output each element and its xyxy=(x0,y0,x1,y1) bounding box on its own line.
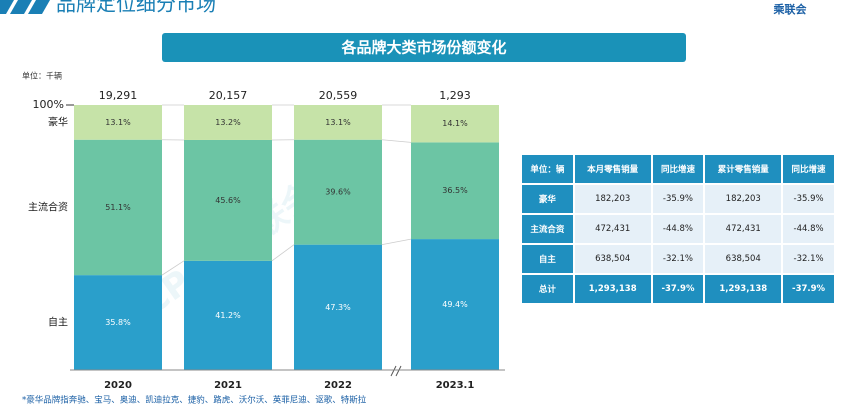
cell: 638,504 xyxy=(572,243,653,275)
table-row: 豪华 182,203 -35.9% 182,203 -35.9% xyxy=(520,183,836,215)
header-cell: 单位：辆 xyxy=(520,153,575,185)
cell: 182,203 xyxy=(572,183,653,215)
cell: 638,504 xyxy=(703,243,784,275)
unit-label: 单位：千辆 xyxy=(22,71,62,81)
table-row: 总计 1,293,138 -37.9% 1,293,138 -37.9% xyxy=(520,273,836,305)
cell: -44.8% xyxy=(650,213,706,245)
data-label: 41.2% xyxy=(215,311,241,320)
connector xyxy=(381,139,412,143)
total-label: 1,293 xyxy=(439,89,471,102)
sales-table: 单位：辆 本月零售销量 同比增速 累计零售销量 同比增速 豪华 182,203 -35.9% 1… xyxy=(520,153,836,305)
cell: -32.1% xyxy=(650,243,706,275)
data-label: 14.1% xyxy=(442,119,468,128)
axis-break xyxy=(390,365,402,377)
row-label: 主流合资 xyxy=(520,213,575,245)
bar-segment xyxy=(184,260,272,370)
cell: 472,431 xyxy=(703,213,784,245)
header-cell: 同比增速 xyxy=(650,153,706,185)
data-label: 51.1% xyxy=(105,203,131,212)
chart-title: 各品牌大类市场份额变化 xyxy=(340,39,506,57)
cell: 1,293,138 xyxy=(703,273,784,305)
footnote: *豪华品牌指奔驰、宝马、奥迪、凯迪拉克、捷豹、路虎、沃尔沃、英菲尼迪、讴歌、特斯… xyxy=(22,395,367,406)
row-label: 总计 xyxy=(520,273,575,305)
connector xyxy=(381,238,412,246)
x-tick-label: 2022 xyxy=(324,380,352,391)
row-label: 自主 xyxy=(520,243,575,275)
connector xyxy=(271,244,295,262)
cell: -37.9% xyxy=(781,273,836,305)
cell: -35.9% xyxy=(781,183,836,215)
connector xyxy=(161,260,185,276)
data-label: 39.6% xyxy=(325,188,351,197)
y-tick-label: 100% xyxy=(33,98,64,111)
row-label: 豪华 xyxy=(520,183,575,215)
data-label: 13.1% xyxy=(325,118,351,127)
x-tick-label: 2020 xyxy=(104,380,132,391)
data-label: 35.8% xyxy=(105,318,131,327)
data-label: 47.3% xyxy=(325,303,351,312)
bar-segment xyxy=(411,142,499,240)
header-title: 品牌定位细分市场 xyxy=(56,0,216,16)
bar-segment xyxy=(74,105,162,140)
header-icon xyxy=(0,0,50,14)
bar-segment xyxy=(294,105,382,140)
data-label: 13.1% xyxy=(105,118,131,127)
cell: -44.8% xyxy=(781,213,836,245)
x-tick-label: 2023.1 xyxy=(436,380,475,391)
bar-segment xyxy=(74,275,162,370)
data-label: 13.2% xyxy=(215,118,241,127)
cell: -35.9% xyxy=(650,183,706,215)
cell: 472,431 xyxy=(572,213,653,245)
bar-segment xyxy=(74,139,162,276)
cell: 182,203 xyxy=(703,183,784,215)
data-label: 45.6% xyxy=(215,196,241,205)
header-cell: 本月零售销量 xyxy=(572,153,653,185)
table-row: 主流合资 472,431 -44.8% 472,431 -44.8% xyxy=(520,213,836,245)
bar-segment xyxy=(294,244,382,370)
bar-segment xyxy=(184,105,272,140)
cell: -37.9% xyxy=(650,273,706,305)
series-label: 自主 xyxy=(48,316,68,329)
series-label: 主流合资 xyxy=(28,200,68,213)
table-header-row: 单位：辆 本月零售销量 同比增速 累计零售销量 同比增速 xyxy=(520,153,836,185)
title-banner xyxy=(162,33,686,62)
header-cell: 同比增速 xyxy=(781,153,836,185)
series-label: 豪华 xyxy=(48,115,68,128)
bar-segment xyxy=(294,139,382,245)
data-label: 36.5% xyxy=(442,186,468,195)
data-label: 49.4% xyxy=(442,300,468,309)
bar-segment xyxy=(411,239,499,370)
table-row: 自主 638,504 -32.1% 638,504 -32.1% xyxy=(520,243,836,275)
total-label: 20,157 xyxy=(209,89,248,102)
cell: 1,293,138 xyxy=(572,273,653,305)
x-tick-label: 2021 xyxy=(214,380,242,391)
bar-segment xyxy=(411,105,499,143)
total-label: 19,291 xyxy=(99,89,138,102)
cell: -32.1% xyxy=(781,243,836,275)
header-cell: 累计零售销量 xyxy=(703,153,784,185)
logo: 乘联会 xyxy=(773,2,808,16)
total-label: 20,559 xyxy=(319,89,358,102)
bar-segment xyxy=(184,139,272,261)
